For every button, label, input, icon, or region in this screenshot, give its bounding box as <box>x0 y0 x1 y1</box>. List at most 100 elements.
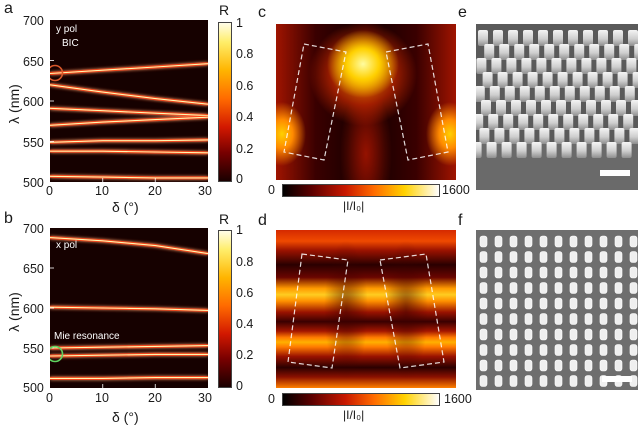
sem-pillar <box>561 142 572 158</box>
sem-pillar <box>621 142 632 158</box>
sem-pillar <box>509 313 518 325</box>
panel-d-colorbar <box>282 393 440 406</box>
sem-pillar <box>599 266 608 279</box>
sem-pillar <box>554 282 563 294</box>
sem-pillar <box>626 58 637 74</box>
sem-pillar <box>599 359 608 372</box>
sem-pillar <box>599 235 608 248</box>
panel-a-colorbar <box>218 22 232 182</box>
sem-pillar <box>509 128 520 144</box>
sem-pillar <box>569 375 578 387</box>
sem-pillar <box>602 72 613 88</box>
sem-pillar <box>508 30 518 46</box>
sem-pillar <box>509 328 518 341</box>
panel-b-colorbar-tick-0.4: 0.4 <box>236 317 254 331</box>
sem-pillar <box>497 72 508 88</box>
panel-a-colorbar-tick-0.6: 0.6 <box>236 79 254 93</box>
sem-pillar <box>539 328 548 341</box>
sem-pillar <box>613 30 623 46</box>
sem-pillar <box>629 251 638 263</box>
sem-pillar <box>479 251 488 263</box>
resonance-band-b-0 <box>50 237 208 255</box>
sem-pillar <box>584 128 595 144</box>
panel-d-left-pillar-outline <box>287 253 349 369</box>
sem-pillar <box>476 114 484 130</box>
sem-pillar <box>614 359 623 372</box>
panel-a-annotation-bic: BIC <box>62 38 79 49</box>
panel-d-field-map <box>276 230 456 388</box>
panel-a-x-tick-20: 20 <box>148 184 162 198</box>
panel-b-x-tick-30: 30 <box>198 391 212 405</box>
sem-pillar <box>574 44 585 60</box>
sem-pillar <box>554 328 563 341</box>
sem-pillar <box>529 44 540 60</box>
sem-pillar <box>584 297 593 310</box>
sem-pillar <box>481 100 491 116</box>
sem-pillar <box>521 58 532 74</box>
panel-a-x-tick-0: 0 <box>46 184 53 198</box>
sem-pillar <box>599 128 610 144</box>
sem-pillar <box>479 359 488 372</box>
sem-pillar <box>584 375 593 387</box>
sem-pillar <box>539 251 548 263</box>
panel-b-colorbar-tick-1: 1 <box>236 223 243 237</box>
sem-pillar <box>584 313 593 325</box>
sem-pillar <box>539 266 548 279</box>
panel-a-colorbar-tick-0.2: 0.2 <box>236 142 254 156</box>
sem-pillar <box>608 114 619 130</box>
panel-a-colorbar-tick-0.4: 0.4 <box>236 110 254 124</box>
resonance-band-a-4 <box>50 139 208 143</box>
sem-pillar <box>539 344 548 356</box>
sem-pillar <box>476 86 485 102</box>
panel-b-y-tick-500: 500 <box>23 381 44 395</box>
sem-pillar <box>584 328 593 341</box>
sem-pillar <box>632 72 638 88</box>
sem-pillar <box>599 313 608 325</box>
sem-pillar <box>587 72 598 88</box>
sem-pillar <box>554 266 563 279</box>
resonance-band-b-1 <box>50 306 208 311</box>
sem-pillar <box>614 235 623 248</box>
panel-label-b: b <box>4 210 13 227</box>
sem-pillar <box>479 344 488 356</box>
resonance-band-a-0 <box>50 63 208 75</box>
sem-pillar <box>542 72 553 88</box>
sem-pillar <box>614 251 623 263</box>
sem-pillar <box>569 313 578 325</box>
sem-pillar <box>526 100 536 116</box>
sem-pillar <box>511 100 521 116</box>
sem-pillar <box>519 86 530 102</box>
sem-pillar <box>569 344 578 356</box>
panel-a-colorbar-tick-1: 1 <box>236 16 243 30</box>
sem-pillar <box>494 359 503 372</box>
sem-pillar <box>614 313 623 325</box>
sem-pillar <box>524 344 533 356</box>
sem-pillar <box>548 114 559 130</box>
resonance-band-b-4 <box>50 377 208 379</box>
panel-b-y-tick-650: 650 <box>23 262 44 276</box>
sem-pillar <box>479 328 488 341</box>
sem-pillar <box>629 328 638 341</box>
sem-pillar <box>509 359 518 372</box>
sem-pillar <box>606 142 617 158</box>
sem-pillar <box>616 100 626 116</box>
panel-a-y-tick-500: 500 <box>23 176 44 190</box>
sem-pillar <box>629 313 638 325</box>
sem-pillar <box>476 58 487 74</box>
panel-a-x-tick-10: 10 <box>95 184 109 198</box>
panel-d-right-pillar-outline <box>379 253 445 369</box>
sem-pillar <box>594 86 605 102</box>
sem-pillar <box>509 344 518 356</box>
sem-pillar <box>568 30 578 46</box>
sem-pillar <box>509 251 518 263</box>
sem-pillar <box>614 128 625 144</box>
sem-pillar <box>494 266 503 279</box>
sem-pillar <box>584 282 593 294</box>
sem-pillar <box>554 344 563 356</box>
sem-pillar <box>539 375 548 387</box>
sem-pillar <box>571 100 581 116</box>
sem-pillar <box>599 328 608 341</box>
sem-pillar <box>509 266 518 279</box>
sem-pillar <box>604 44 615 60</box>
sem-pillar <box>516 142 527 158</box>
